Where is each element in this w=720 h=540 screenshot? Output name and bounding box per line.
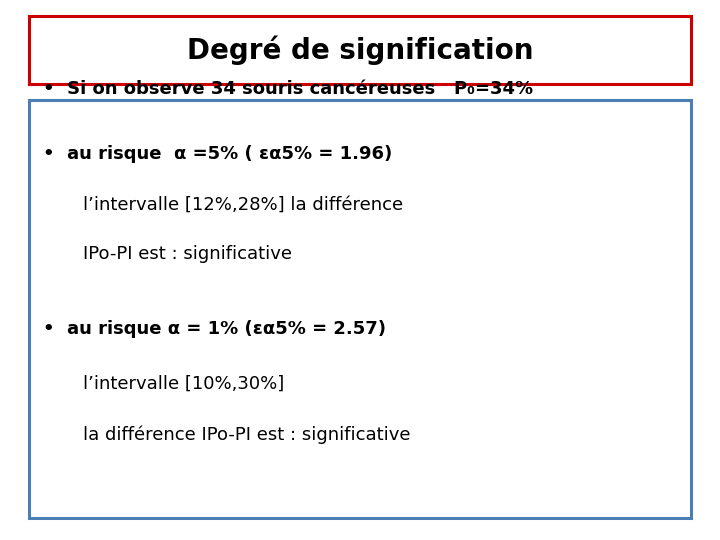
Text: l’intervalle [12%,28%] la différence: l’intervalle [12%,28%] la différence (83, 196, 403, 214)
Text: IPo-PI est : significative: IPo-PI est : significative (83, 245, 292, 263)
Text: l’intervalle [10%,30%]: l’intervalle [10%,30%] (83, 374, 284, 393)
Text: la différence IPo-PI est : significative: la différence IPo-PI est : significative (83, 426, 410, 444)
Text: Degré de signification: Degré de signification (186, 35, 534, 65)
Text: •  au risque α = 1% (εα5% = 2.57): • au risque α = 1% (εα5% = 2.57) (43, 320, 386, 339)
FancyBboxPatch shape (29, 16, 691, 84)
Text: •  au risque  α =5% ( εα5% = 1.96): • au risque α =5% ( εα5% = 1.96) (43, 145, 392, 163)
Text: •  Si on observe 34 souris cancéreuses   P₀=34%: • Si on observe 34 souris cancéreuses P₀… (43, 80, 534, 98)
FancyBboxPatch shape (29, 100, 691, 518)
